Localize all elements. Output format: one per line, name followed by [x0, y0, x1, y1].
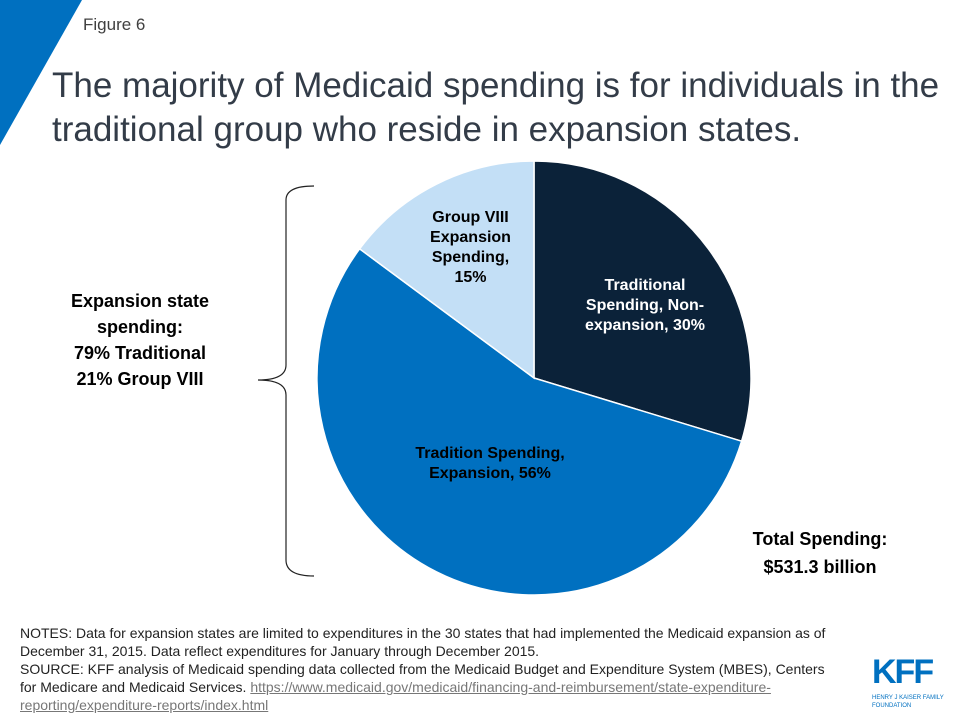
logo-subtitle: HENRY J KAISER FAMILY FOUNDATION	[872, 695, 944, 709]
notes-text: NOTES: Data for expansion states are lim…	[20, 625, 826, 659]
total-spending: Total Spending: $531.3 billion	[730, 525, 910, 581]
slice-label-traditional-expansion: Tradition Spending, Expansion, 56%	[415, 445, 565, 482]
total-value: $531.3 billion	[763, 557, 877, 577]
notes: NOTES: Data for expansion states are lim…	[20, 624, 840, 714]
bracket-label-line: Expansion state	[70, 291, 210, 311]
corner-accent-triangle	[0, 0, 82, 145]
slice-label-traditional-nonexpansion: Traditional Spending, Non-expansion, 30%	[584, 277, 706, 334]
bracket-label-line: 21% Group VIII	[76, 369, 204, 389]
bracket-label-line: 79% Traditional	[73, 343, 207, 363]
figure-label: Figure 6	[83, 15, 146, 34]
page-title: The majority of Medicaid spending is for…	[52, 66, 940, 149]
pie-slice-1	[316, 247, 743, 596]
source-text: SOURCE: KFF analysis of Medicaid spendin…	[20, 661, 825, 695]
expansion-state-note: Expansion state spending: 79% Traditiona…	[40, 288, 240, 392]
source-link[interactable]: https://www.medicaid.gov/medicaid/financ…	[20, 679, 771, 713]
slice-label-group-viii: Group VIII Expansion Spending, 15%	[430, 209, 511, 286]
logo-mark: KFF	[872, 653, 934, 691]
bracket-label-line: spending:	[97, 317, 183, 337]
pie-slice-2	[358, 160, 535, 380]
total-label: Total Spending:	[752, 529, 888, 549]
bracket	[257, 185, 315, 577]
kff-logo: KFF HENRY J KAISER FAMILY FOUNDATION	[872, 652, 952, 710]
pie-slice-0	[533, 160, 752, 443]
